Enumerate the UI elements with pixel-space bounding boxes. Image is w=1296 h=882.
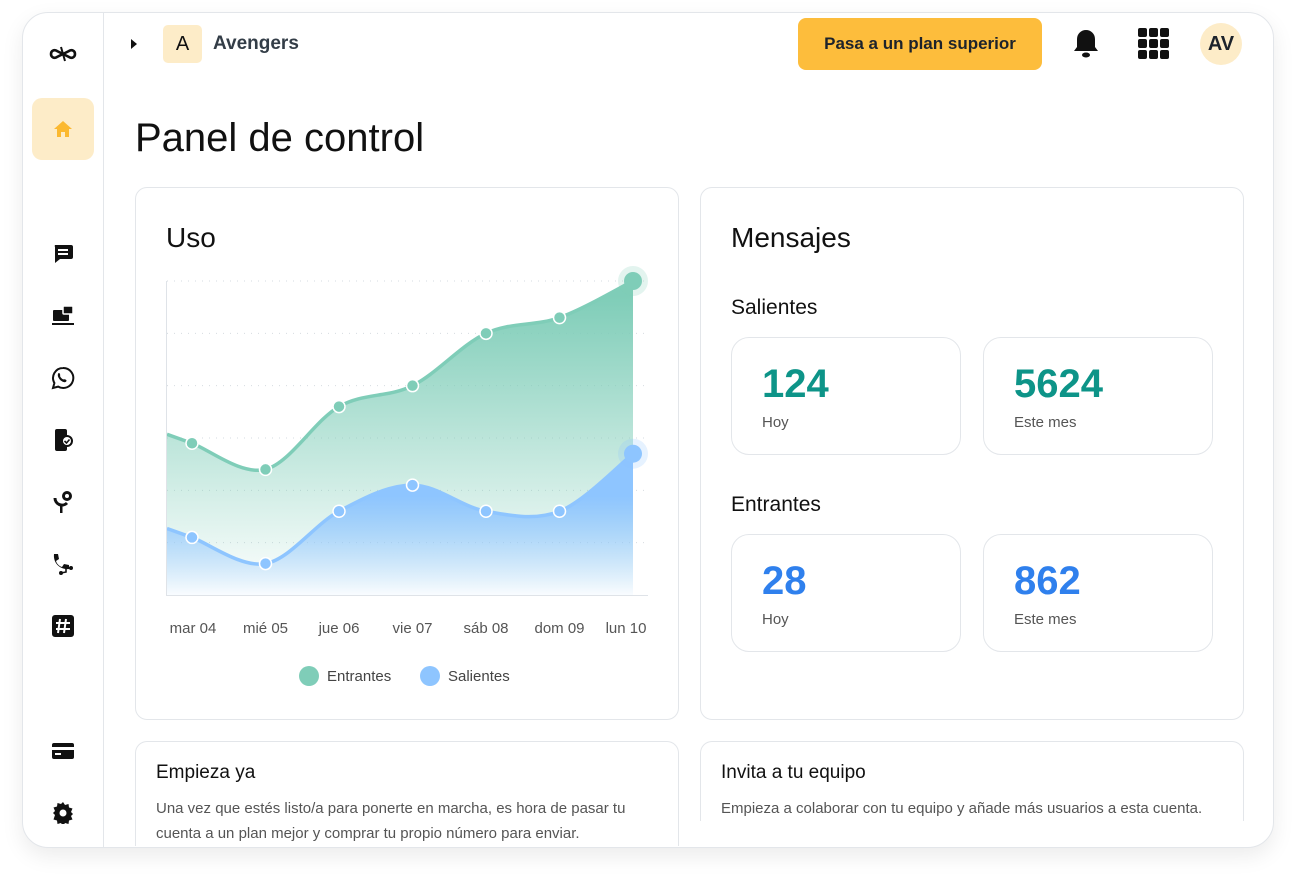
hashtag-icon[interactable] <box>43 610 83 642</box>
invite-card: Invita a tu equipo Empieza a colaborar c… <box>700 741 1244 821</box>
bell-icon[interactable] <box>1071 28 1101 65</box>
incoming-heading: Entrantes <box>731 493 821 516</box>
voice-icon[interactable] <box>43 486 83 518</box>
sidebar <box>23 13 104 847</box>
stat-label: Este mes <box>1014 414 1077 431</box>
stat-value: 5624 <box>1014 362 1103 406</box>
messages-card <box>700 187 1244 720</box>
stat-label: Hoy <box>762 611 789 628</box>
call-flow-icon[interactable] <box>43 548 83 580</box>
x-tick-label: vie 07 <box>392 620 433 637</box>
data-point-salientes[interactable] <box>624 444 642 463</box>
data-point-entrantes[interactable] <box>332 399 346 414</box>
data-point-salientes[interactable] <box>258 556 273 571</box>
area-salientes <box>167 453 633 595</box>
data-point-entrantes[interactable] <box>258 462 273 477</box>
data-point-salientes[interactable] <box>552 504 567 519</box>
data-point-salientes[interactable] <box>405 478 420 492</box>
incoming-today-stat: 28 Hoy <box>731 534 961 652</box>
data-point-entrantes[interactable] <box>624 272 642 290</box>
legend-swatch-entrantes <box>299 666 319 686</box>
sidebar-item-home[interactable] <box>32 98 94 160</box>
outgoing-month-stat: 5624 Este mes <box>983 337 1213 455</box>
workspace-avatar[interactable]: A <box>163 25 202 63</box>
data-point-entrantes[interactable] <box>552 310 567 325</box>
start-card: Empieza ya Una vez que estés listo/a par… <box>135 741 679 846</box>
data-point-entrantes[interactable] <box>405 378 420 393</box>
settings-icon[interactable] <box>43 797 83 829</box>
start-title: Empieza ya <box>156 762 256 783</box>
data-point-salientes[interactable] <box>479 504 493 519</box>
data-point-entrantes[interactable] <box>479 326 493 341</box>
legend-swatch-salientes <box>420 666 440 686</box>
invite-title: Invita a tu equipo <box>721 762 866 783</box>
x-tick-label: sáb 08 <box>463 620 509 637</box>
home-icon <box>54 121 72 137</box>
stat-value: 862 <box>1014 559 1081 603</box>
page-title: Panel de control <box>135 116 425 160</box>
x-tick-label: jue 06 <box>318 620 360 637</box>
stat-label: Hoy <box>762 414 789 431</box>
stat-value: 28 <box>762 559 807 603</box>
legend-label: Entrantes <box>327 667 392 685</box>
outgoing-today-stat: 124 Hoy <box>731 337 961 455</box>
user-avatar[interactable]: AV <box>1200 23 1242 65</box>
legend-entrantes[interactable]: Entrantes <box>299 666 391 686</box>
whatsapp-icon[interactable] <box>43 362 83 394</box>
phone-verify-icon[interactable] <box>43 424 83 456</box>
workspace-name[interactable]: Avengers <box>213 33 299 54</box>
upgrade-plan-button[interactable]: Pasa a un plan superior <box>798 18 1042 70</box>
billing-icon[interactable] <box>43 735 83 767</box>
x-tick-label: dom 09 <box>534 620 585 637</box>
x-tick-label: lun 10 <box>605 620 647 637</box>
stat-label: Este mes <box>1014 611 1077 628</box>
usage-title: Uso <box>166 222 216 253</box>
usage-chart <box>166 266 648 596</box>
chat-icon[interactable] <box>43 238 83 270</box>
x-tick-label: mar 04 <box>169 620 217 637</box>
data-point-entrantes[interactable] <box>185 436 199 450</box>
expand-sidebar-icon[interactable] <box>129 37 139 56</box>
logo-icon[interactable] <box>43 38 83 70</box>
messages-title: Mensajes <box>731 222 851 253</box>
invite-text: Empieza a colaborar con tu equipo y añad… <box>721 800 1203 817</box>
start-text: Una vez que estés listo/a para ponerte e… <box>156 800 626 842</box>
data-point-salientes[interactable] <box>332 504 346 519</box>
data-point-salientes[interactable] <box>185 530 199 545</box>
legend-salientes[interactable]: Salientes <box>420 666 510 686</box>
inbox-icon[interactable] <box>43 300 83 332</box>
incoming-month-stat: 862 Este mes <box>983 534 1213 652</box>
stat-value: 124 <box>762 362 829 406</box>
outgoing-heading: Salientes <box>731 296 818 319</box>
legend-label: Salientes <box>448 667 510 685</box>
x-tick-label: mié 05 <box>242 620 289 637</box>
apps-grid-icon[interactable] <box>1138 28 1169 64</box>
